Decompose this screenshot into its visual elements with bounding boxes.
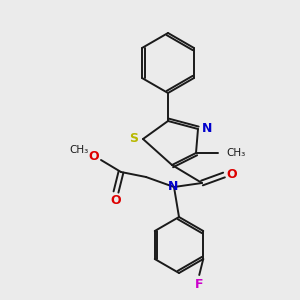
Text: O: O [89, 149, 99, 163]
Text: N: N [168, 179, 178, 193]
Text: O: O [227, 169, 237, 182]
Text: O: O [111, 194, 121, 208]
Text: CH₃: CH₃ [69, 145, 88, 155]
Text: CH₃: CH₃ [226, 148, 245, 158]
Text: F: F [195, 278, 203, 290]
Text: S: S [130, 133, 139, 146]
Text: N: N [202, 122, 212, 134]
